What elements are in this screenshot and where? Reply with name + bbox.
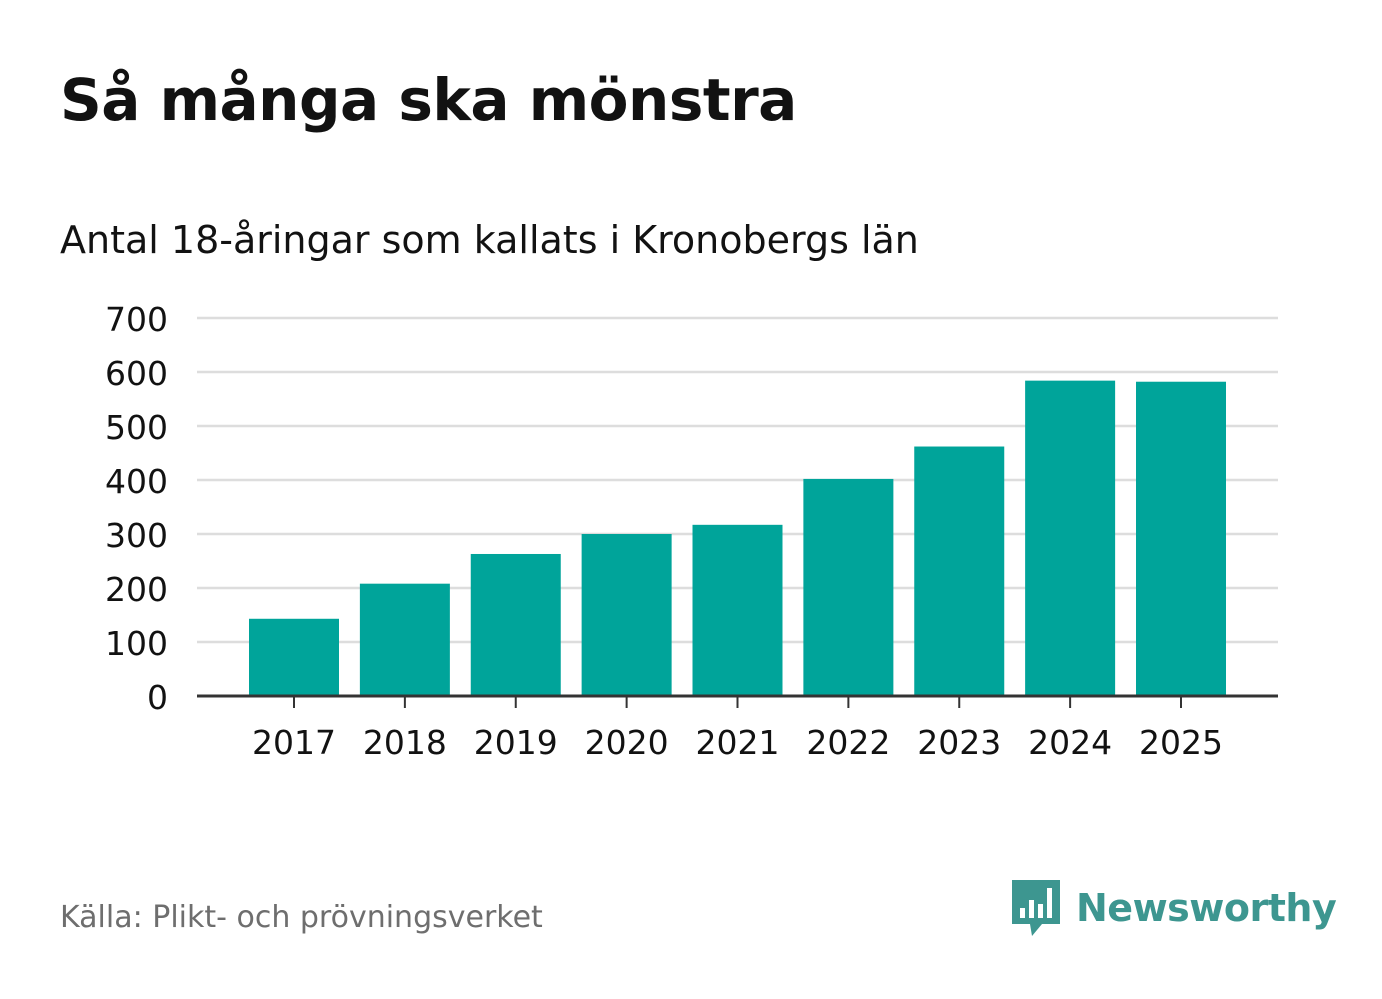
chart-title: Så många ska mönstra [60,66,797,134]
x-tick-label: 2018 [363,723,447,762]
x-tick-label: 2019 [474,723,558,762]
bar-2019[interactable] [470,553,561,696]
bar-2023[interactable] [914,446,1005,696]
x-tick-label: 2023 [917,723,1001,762]
newsworthy-logo-icon [1012,880,1060,936]
x-tick-label: 2022 [806,723,890,762]
bar-2020[interactable] [581,534,672,696]
chart-subtitle: Antal 18-åringar som kallats i Kronoberg… [60,218,919,262]
y-tick-label: 700 [105,300,168,339]
y-tick-label: 0 [147,678,168,717]
x-tick-label: 2017 [252,723,336,762]
bar-2022[interactable] [803,478,894,696]
bar-2018[interactable] [359,583,450,696]
x-tick-label: 2025 [1139,723,1223,762]
y-tick-label: 500 [105,408,168,447]
y-tick-label: 100 [105,624,168,663]
y-tick-label: 300 [105,516,168,555]
bar-2025[interactable] [1136,381,1226,696]
x-tick-label: 2024 [1028,723,1112,762]
y-tick-label: 600 [105,354,168,393]
x-tick-label: 2020 [585,723,669,762]
y-tick-label: 400 [105,462,168,501]
bar-2021[interactable] [692,524,783,696]
source-note: Källa: Plikt- och prövningsverket [60,900,543,935]
x-tick-label: 2021 [696,723,780,762]
bar-2024[interactable] [1025,380,1116,696]
newsworthy-logo[interactable]: Newsworthy [1010,878,1337,938]
y-tick-label: 200 [105,570,168,609]
bar-2017[interactable] [249,618,339,696]
newsworthy-logo-text: Newsworthy [1076,886,1337,930]
